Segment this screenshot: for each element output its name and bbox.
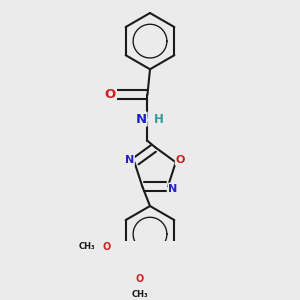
Text: O: O — [176, 155, 185, 165]
Text: H: H — [154, 112, 164, 126]
Text: N: N — [125, 155, 134, 165]
Text: O: O — [102, 242, 111, 252]
Text: N: N — [136, 112, 147, 126]
Text: O: O — [136, 274, 144, 284]
Text: CH₃: CH₃ — [78, 242, 95, 251]
Text: N: N — [168, 184, 178, 194]
Text: O: O — [105, 88, 116, 101]
Text: CH₃: CH₃ — [131, 290, 148, 298]
